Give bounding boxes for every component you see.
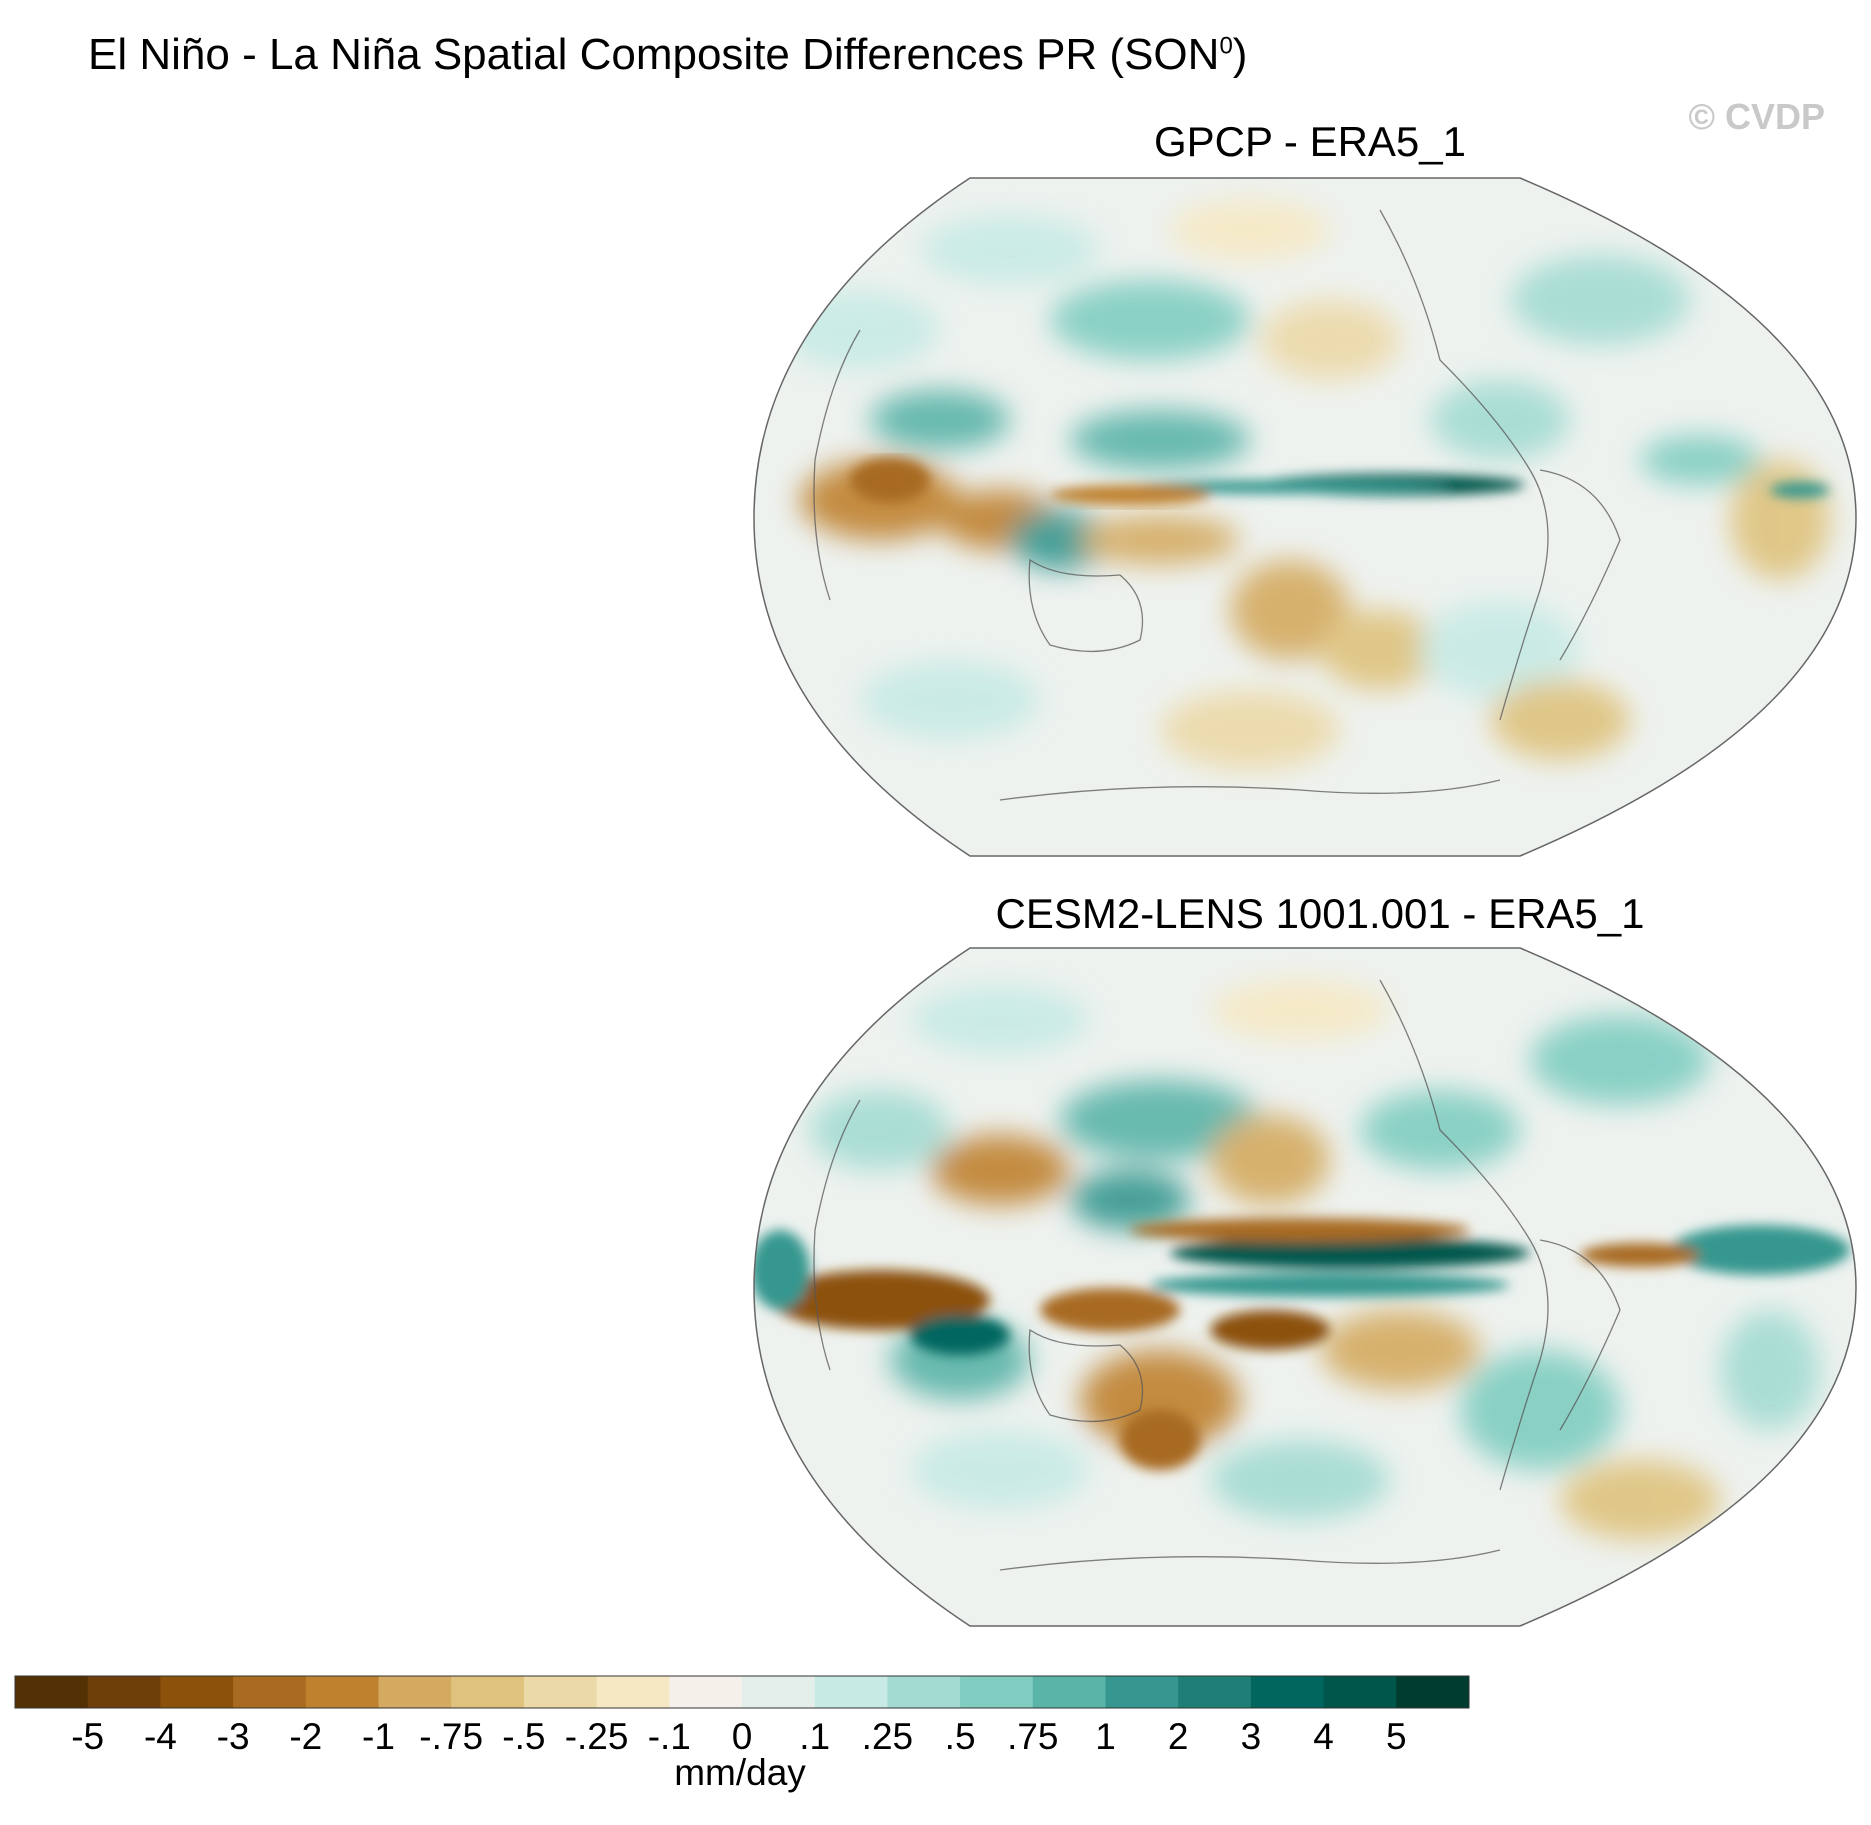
colorbar-box (1250, 1676, 1325, 1708)
colorbar-box (1396, 1676, 1470, 1708)
colorbar-tick-label: 5 (1386, 1716, 1407, 1757)
colorbar-box (160, 1676, 234, 1708)
colorbar-tick-label: 4 (1313, 1716, 1334, 1757)
colorbar-box (305, 1676, 379, 1708)
cvdp-watermark: © CVDP (1688, 96, 1825, 137)
map-panel-cesm2 (753, 947, 1857, 1627)
colorbar-box (960, 1676, 1034, 1708)
colorbar-box (1323, 1676, 1397, 1708)
colorbar-units-label: mm/day (674, 1752, 806, 1793)
colorbar-outline (14, 1675, 1470, 1709)
colorbar-box (1032, 1676, 1106, 1708)
colorbar-box (378, 1676, 452, 1708)
colorbar-tick-label: .25 (861, 1716, 914, 1757)
colorbar-tick-label: 2 (1167, 1716, 1189, 1757)
colorbar-tick-label: .75 (1007, 1716, 1059, 1757)
colorbar-tick-label: 1 (1095, 1716, 1116, 1757)
colorbar-tick-label: 3 (1240, 1716, 1262, 1757)
colorbar-tick-label: -2 (289, 1716, 323, 1757)
colorbar-box (523, 1676, 598, 1708)
colorbar-tick-label: -.1 (647, 1716, 691, 1757)
colorbar-tick-label: -3 (216, 1716, 250, 1757)
colorbar-tick-label: -.25 (564, 1716, 629, 1757)
colorbar-box (15, 1676, 89, 1708)
colorbar-tick-label: -.5 (502, 1716, 546, 1757)
colorbar (14, 1675, 1470, 1709)
colorbar-tick-label: -.75 (419, 1716, 484, 1757)
colorbar-box (887, 1676, 961, 1708)
colorbar-tick-label: -4 (143, 1716, 177, 1757)
panel-title-cesm2: CESM2-LENS 1001.001 - ERA5_1 (995, 890, 1645, 937)
colorbar-box (1178, 1676, 1252, 1708)
colorbar-box (742, 1676, 816, 1708)
colorbar-tick-label: -5 (71, 1716, 105, 1757)
colorbar-box (451, 1676, 525, 1708)
panel-title-gpcp: GPCP - ERA5_1 (1153, 118, 1467, 165)
colorbar-box (669, 1676, 743, 1708)
colorbar-box (87, 1676, 161, 1708)
colorbar-tick-label: -1 (362, 1716, 395, 1757)
map-panel-gpcp (753, 177, 1857, 857)
colorbar-tick-label: .1 (799, 1716, 831, 1757)
colorbar-box (596, 1676, 670, 1708)
page-title: El Niño - La Niña Spatial Composite Diff… (88, 30, 1248, 79)
colorbar-tick-labels: -5 -4 -3 -2 -1 -.75 -.5 -.25 -.1 0 .1 .25 .5 .75 1 2 3 4 5 (0, 1708, 1871, 1758)
colorbar-box (814, 1676, 888, 1708)
colorbar-tick-label: .5 (944, 1716, 976, 1757)
colorbar-tick-label: 0 (731, 1716, 753, 1757)
colorbar-box (233, 1676, 307, 1708)
colorbar-box (1105, 1676, 1179, 1708)
